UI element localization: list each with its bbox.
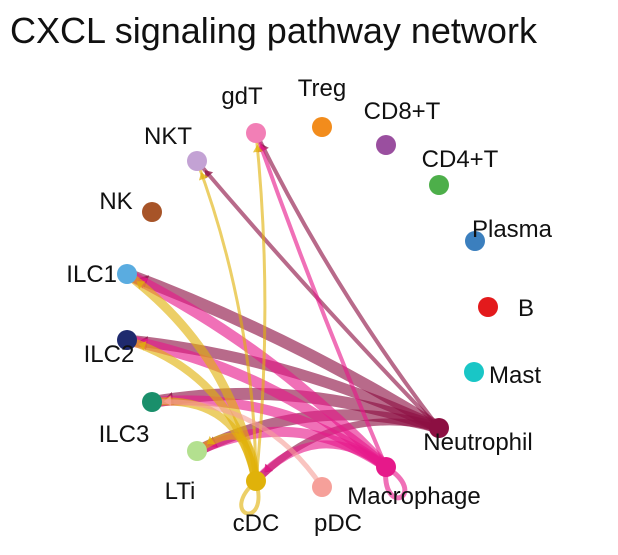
arrowhead-pDC-to-ILC3	[163, 396, 172, 407]
node-mast	[464, 362, 484, 382]
edge-Neutrophil-to-gdT	[254, 131, 441, 430]
edge-cDC-to-gdT	[254, 131, 267, 483]
node-ilc3	[142, 392, 162, 412]
node-gdt	[246, 123, 266, 143]
arrowhead-cDC-to-NKT	[198, 172, 209, 181]
node-label-ilc2: ILC2	[84, 341, 135, 368]
node-label-pdc: pDC	[314, 510, 362, 537]
labels-layer: gdT Treg CD8+T NKT CD4+T NK Plasma ILC1 B ILC2 Mas…	[66, 75, 552, 537]
chart-title: CXCL signaling pathway network	[10, 10, 537, 51]
node-label-macrophage: Macrophage	[347, 483, 480, 510]
edge-cDC-to-cDC	[239, 479, 261, 516]
node-cd4plust	[429, 175, 449, 195]
node-treg	[312, 117, 332, 137]
node-nkt	[187, 151, 207, 171]
node-nk	[142, 202, 162, 222]
node-label-cd4plust: CD4+T	[422, 146, 499, 173]
node-ilc1	[117, 264, 137, 284]
node-label-ilc3: ILC3	[99, 421, 150, 448]
edge-pDC-to-ILC3	[149, 399, 325, 490]
edge-Macrophage-to-Macrophage	[383, 464, 408, 501]
nodes-layer	[117, 117, 498, 497]
node-label-nk: NK	[99, 188, 132, 215]
node-label-treg: Treg	[298, 75, 346, 102]
node-label-lti: LTi	[165, 478, 196, 505]
edge-cDC-to-NKT	[195, 159, 258, 483]
edge-Macrophage-to-gdT	[254, 131, 388, 469]
node-plasma	[465, 231, 485, 251]
node-label-neutrophil: Neutrophil	[423, 429, 532, 456]
arrowhead-cDC-to-gdT	[252, 144, 263, 153]
node-label-mast: Mast	[489, 362, 541, 389]
arrowhead-cDC-to-ILC1	[136, 281, 146, 290]
node-cd8plust	[376, 135, 396, 155]
node-pdc	[312, 477, 332, 497]
edges-layer	[121, 131, 445, 516]
node-label-ilc1: ILC1	[66, 261, 117, 288]
edge-Macrophage-to-cDC	[252, 440, 390, 485]
node-ilc2	[117, 330, 137, 350]
node-label-gdt: gdT	[221, 83, 263, 110]
node-macrophage	[376, 457, 396, 477]
node-label-cdc: cDC	[233, 510, 280, 537]
node-neutrophil	[429, 418, 449, 438]
arrowhead-Macrophage-to-cDC	[264, 463, 273, 473]
arrowhead-cDC-to-ILC2	[138, 341, 147, 351]
node-label-nkt: NKT	[144, 123, 192, 150]
node-label-b: B	[518, 295, 534, 322]
node-cdc	[246, 471, 266, 491]
node-b	[478, 297, 498, 317]
node-label-plasma: Plasma	[472, 216, 553, 243]
node-lti	[187, 441, 207, 461]
node-label-cd8plust: CD8+T	[364, 98, 441, 125]
arrowhead-cDC-to-LTi	[206, 435, 216, 445]
